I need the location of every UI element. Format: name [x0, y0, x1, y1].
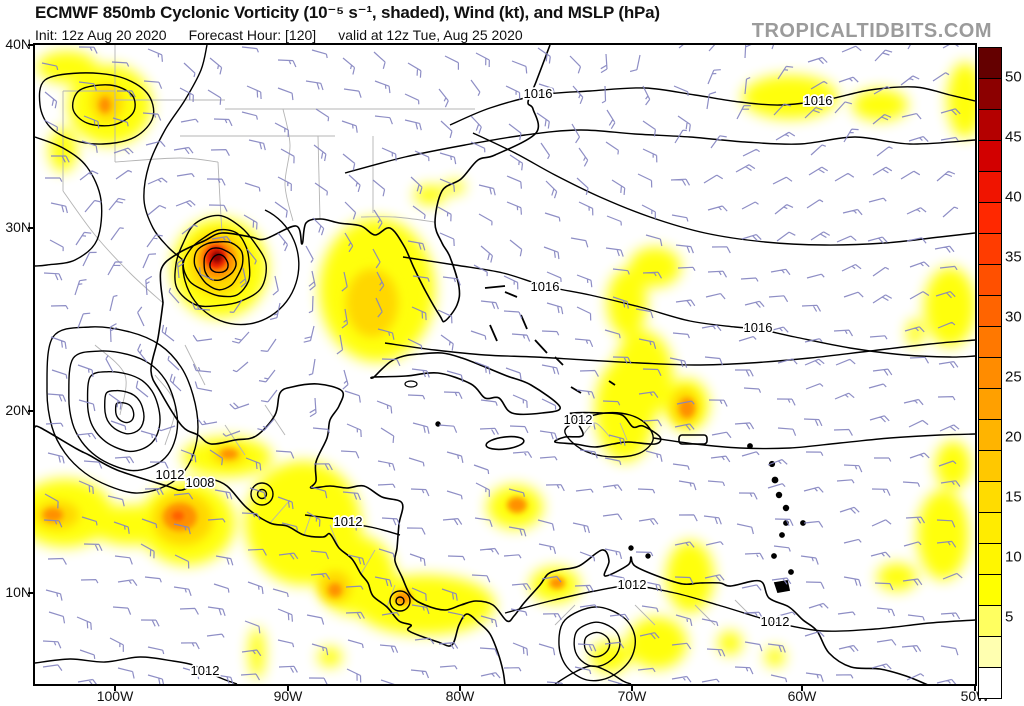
- colorbar-cell: [979, 636, 1001, 667]
- colorbar-cell: [979, 543, 1001, 574]
- contour-label: 1016: [524, 86, 553, 101]
- lat-tick: [28, 592, 35, 594]
- colorbar-tick-label: 10: [1005, 548, 1022, 566]
- colorbar-cell: [979, 667, 1001, 698]
- map-canvas: 1016 1016 1016 1016 1012 1012 1008 1012 1012 1012…: [33, 43, 977, 686]
- colorbar-tick-label: 5: [1005, 608, 1014, 626]
- contour-label: 1012: [761, 614, 790, 629]
- colorbar-cell: [979, 233, 1001, 264]
- lat-label: 40N: [5, 36, 31, 52]
- colorbar-tick-label: 50: [1005, 68, 1022, 86]
- colorbar-cell: [979, 109, 1001, 140]
- colorbar-cell: [979, 574, 1001, 605]
- lon-tick: [114, 684, 116, 691]
- colorbar-cell: [979, 357, 1001, 388]
- site-logo: TROPICALTIDBITS.COM: [751, 20, 992, 42]
- lon-label: 90W: [273, 688, 303, 704]
- lat-tick: [28, 44, 35, 46]
- contour-label: 1016: [744, 320, 773, 335]
- lon-tick: [974, 684, 976, 691]
- colorbar-tick-label: 45: [1005, 128, 1022, 146]
- model-run-info: Init: 12z Aug 20 2020 Forecast Hour: [120…: [35, 27, 545, 43]
- contour-label: 1012: [334, 514, 363, 529]
- forecast-hour: Forecast Hour: [120]: [188, 27, 317, 43]
- colorbar-cell: [979, 264, 1001, 295]
- lon-label: 80W: [445, 688, 475, 704]
- colorbar-cell: [979, 78, 1001, 109]
- lat-tick: [28, 410, 35, 412]
- contour-label: 1012: [191, 663, 220, 678]
- contour-label: 1012: [564, 412, 593, 427]
- lat-tick: [28, 227, 35, 229]
- lon-tick: [287, 684, 289, 691]
- contour-label: 1016: [804, 93, 833, 108]
- colorbar-cell: [979, 419, 1001, 450]
- colorbar-tick-label: 35: [1005, 248, 1022, 266]
- colorbar-cell: [979, 295, 1001, 326]
- colorbar-tick-label: 40: [1005, 188, 1022, 206]
- lat-label: 10N: [5, 584, 31, 600]
- colorbar-cell: [979, 202, 1001, 233]
- lon-label: 100W: [96, 688, 134, 704]
- colorbar-cell: [979, 605, 1001, 636]
- colorbar-cell: [979, 140, 1001, 171]
- contour-label: 1012: [618, 577, 647, 592]
- colorbar-cell: [979, 388, 1001, 419]
- lon-tick: [631, 684, 633, 691]
- colorbar-tick-label: 30: [1005, 308, 1022, 326]
- lon-label: 60W: [787, 688, 817, 704]
- map-svg: 1016 101610161016101210121008101210121012…: [35, 45, 975, 684]
- colorbar-cell: [979, 450, 1001, 481]
- contour-label: 1012: [156, 467, 185, 482]
- lat-label: 20N: [5, 402, 31, 418]
- colorbar-cell: [979, 481, 1001, 512]
- lon-label: 70W: [617, 688, 647, 704]
- colorbar-tick-label: 15: [1005, 488, 1022, 506]
- lon-tick: [801, 684, 803, 691]
- colorbar-tick-label: 25: [1005, 368, 1022, 386]
- colorbar: [978, 47, 1002, 699]
- colorbar-cell: [979, 171, 1001, 202]
- lon-tick: [459, 684, 461, 691]
- contour-label: 1016: [531, 279, 560, 294]
- valid-time: valid at 12z Tue, Aug 25 2020: [338, 27, 523, 43]
- contour-label: 1008: [186, 475, 215, 490]
- colorbar-tick-label: 20: [1005, 428, 1022, 446]
- colorbar-cell: [979, 512, 1001, 543]
- page-title: ECMWF 850mb Cyclonic Vorticity (10⁻⁵ s⁻¹…: [35, 3, 660, 22]
- colorbar-cell: [979, 48, 1001, 78]
- colorbar-cell: [979, 326, 1001, 357]
- lat-label: 30N: [5, 219, 31, 235]
- init-time: Init: 12z Aug 20 2020: [35, 27, 167, 43]
